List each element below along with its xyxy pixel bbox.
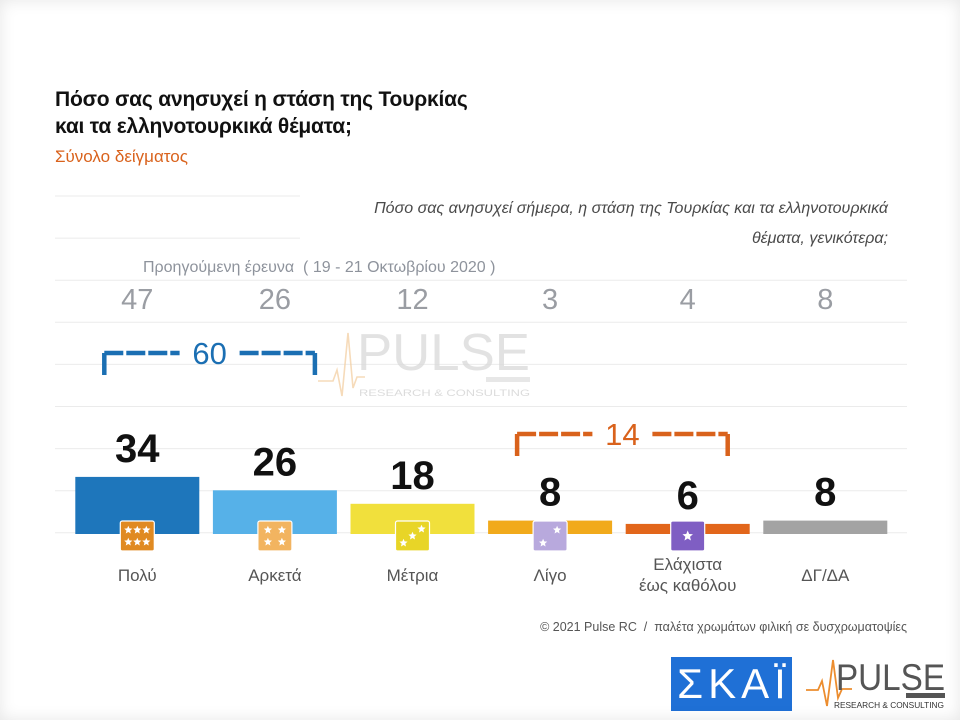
group-total-label: 60 [192,336,226,371]
six-stars-icon [119,520,155,552]
category-icons [119,520,706,552]
watermark-tagline: RESEARCH & CONSULTING [359,388,530,398]
previous-value-label: 26 [259,284,291,316]
chart-title: Πόσο σας ανησυχεί η στάση της Τουρκίας κ… [55,88,468,138]
category-label: Αρκετά [248,565,302,585]
pulse-logo: PULSE RESEARCH & CONSULTING [806,657,945,710]
one-star-icon [670,520,706,552]
pulse-logo-bar [906,693,945,698]
watermark-bar [486,377,530,382]
previous-survey-label: Προηγούμενη έρευνα ( 19 - 21 Οκτωβρίου 2… [143,259,496,276]
previous-value-label: 12 [396,284,428,316]
question-line: Πόσο σας ανησυχεί σήμερα, η στάση της Το… [374,200,888,217]
gridlines [55,195,907,534]
watermark-name: PULSE [357,324,530,382]
chart-subtitle: Σύνολο δείγματος [55,147,188,166]
pulse-logo-tagline: RESEARCH & CONSULTING [834,700,944,710]
pulse-watermark: PULSE RESEARCH & CONSULTING [318,324,530,398]
pulse-logo-name: PULSE [836,657,945,698]
previous-value-label: 8 [817,284,833,316]
value-label: 26 [253,440,298,484]
category-label: Μέτρια [386,565,439,585]
group-bracket: 14 [514,417,730,456]
value-label: 8 [814,471,836,515]
skai-logo: ΣΚΑΪ [671,657,792,711]
value-label: 18 [390,454,435,498]
two-stars-icon [532,520,568,552]
value-label: 34 [115,427,160,471]
bar [763,520,888,534]
heartbeat-icon [318,332,365,397]
previous-value-label: 4 [680,284,696,316]
group-brackets: 60 14 [102,336,730,456]
category-label: ΔΓ/ΔΑ [801,565,850,585]
question-text: Πόσο σας ανησυχεί σήμερα, η στάση της Το… [300,194,907,254]
bracket-end [102,353,318,375]
three-stars-icon [394,520,431,552]
value-label: 8 [539,471,561,515]
heartbeat-icon [806,659,852,707]
copyright-footer: © 2021 Pulse RC / παλέτα χρωμάτων φιλική… [540,620,907,634]
category-label: Πολύ [117,565,157,585]
group-total-label: 14 [605,417,639,452]
four-stars-icon [257,520,293,552]
category-label: Ελάχιστα έως καθόλου [638,555,737,595]
question-line: θέματα, γενικότερα; [751,230,888,247]
previous-value-label: 47 [121,284,153,316]
value-label: 6 [677,474,699,518]
category-label: Λίγο [533,565,567,585]
previous-value-label: 3 [542,284,558,316]
value-labels: 34 26 18 8 6 8 [115,427,836,518]
group-bracket: 60 [102,336,318,375]
bracket-end [514,434,730,456]
previous-values: 47 26 12 3 4 8 [121,284,833,316]
